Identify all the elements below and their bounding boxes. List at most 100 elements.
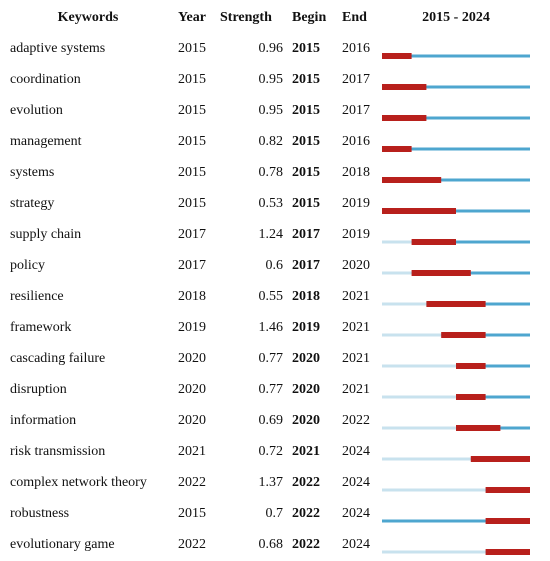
timeline-after	[382, 178, 530, 182]
year: 2015	[178, 103, 206, 118]
timeline-before	[382, 240, 412, 244]
burst-bar	[382, 115, 427, 121]
burst-bar	[441, 332, 486, 338]
timeline-before	[382, 333, 442, 337]
header: Strength	[220, 10, 272, 25]
keyword: disruption	[10, 382, 67, 397]
strength: 0.78	[259, 165, 284, 180]
year: 2019	[178, 320, 206, 335]
burst-bar	[426, 301, 486, 307]
strength: 0.68	[259, 537, 284, 552]
year: 2017	[178, 227, 206, 242]
timeline-after	[382, 54, 530, 58]
begin: 2017	[292, 227, 320, 242]
timeline-before	[382, 550, 486, 554]
keyword: information	[10, 413, 76, 428]
begin: 2020	[292, 413, 320, 428]
strength: 0.95	[259, 103, 284, 118]
burst-bar	[485, 549, 530, 555]
begin: 2015	[292, 72, 320, 87]
burst-bar	[485, 487, 530, 493]
begin: 2015	[292, 196, 320, 211]
keyword: adaptive systems	[10, 41, 105, 56]
year: 2015	[178, 165, 206, 180]
begin: 2022	[292, 506, 320, 521]
burst-bar	[456, 394, 486, 400]
keyword: resilience	[10, 289, 64, 304]
timeline-before	[382, 488, 486, 492]
burst-bar	[382, 84, 427, 90]
end: 2017	[342, 103, 370, 118]
year: 2017	[178, 258, 206, 273]
burst-bar	[382, 53, 412, 59]
keyword: complex network theory	[10, 475, 147, 490]
year: 2015	[178, 196, 206, 211]
timeline-after	[382, 116, 530, 120]
keyword: supply chain	[10, 227, 81, 242]
end: 2021	[342, 351, 370, 366]
begin: 2020	[292, 382, 320, 397]
strength: 0.96	[259, 41, 284, 56]
end: 2019	[342, 196, 370, 211]
end: 2016	[342, 134, 370, 149]
timeline-after	[456, 395, 530, 399]
end: 2021	[342, 320, 370, 335]
strength: 0.55	[259, 289, 284, 304]
strength: 0.69	[259, 413, 284, 428]
timeline-after	[382, 147, 530, 151]
keyword: coordination	[10, 72, 81, 87]
year: 2020	[178, 351, 206, 366]
header: End	[342, 10, 367, 25]
timeline-before	[382, 395, 456, 399]
strength: 0.53	[259, 196, 284, 211]
header: Year	[178, 10, 206, 25]
burst-bar	[456, 363, 486, 369]
begin: 2019	[292, 320, 320, 335]
timeline-before	[382, 302, 427, 306]
timeline-header: 2015 - 2024	[422, 10, 490, 25]
strength: 1.24	[259, 227, 284, 242]
burst-bar	[456, 425, 501, 431]
strength: 1.37	[259, 475, 284, 490]
timeline-before	[382, 457, 471, 461]
burst-bar	[470, 456, 530, 462]
end: 2016	[342, 41, 370, 56]
timeline-before	[382, 271, 412, 275]
year: 2015	[178, 72, 206, 87]
year: 2015	[178, 134, 206, 149]
begin: 2017	[292, 258, 320, 273]
begin: 2015	[292, 41, 320, 56]
year: 2021	[178, 444, 206, 459]
end: 2017	[342, 72, 370, 87]
keyword: policy	[10, 258, 45, 273]
end: 2024	[342, 475, 370, 490]
year: 2020	[178, 413, 206, 428]
keyword: evolution	[10, 103, 63, 118]
burst-bar	[382, 177, 442, 183]
year: 2018	[178, 289, 206, 304]
year: 2020	[178, 382, 206, 397]
burst-bar	[485, 518, 530, 524]
timeline-after	[456, 364, 530, 368]
timeline-after	[411, 240, 530, 244]
timeline-before	[382, 364, 456, 368]
keyword: framework	[10, 320, 71, 335]
begin: 2015	[292, 165, 320, 180]
burst-bar	[382, 146, 412, 152]
end: 2021	[342, 289, 370, 304]
timeline-after	[382, 519, 530, 523]
end: 2024	[342, 506, 370, 521]
timeline-after	[382, 85, 530, 89]
begin: 2015	[292, 103, 320, 118]
end: 2022	[342, 413, 370, 428]
header: Keywords	[58, 10, 119, 25]
keyword: systems	[10, 165, 54, 180]
keyword: cascading failure	[10, 351, 105, 366]
header: Begin	[292, 10, 326, 25]
begin: 2020	[292, 351, 320, 366]
strength: 0.7	[266, 506, 284, 521]
year: 2022	[178, 537, 206, 552]
begin: 2021	[292, 444, 320, 459]
strength: 0.82	[259, 134, 284, 149]
